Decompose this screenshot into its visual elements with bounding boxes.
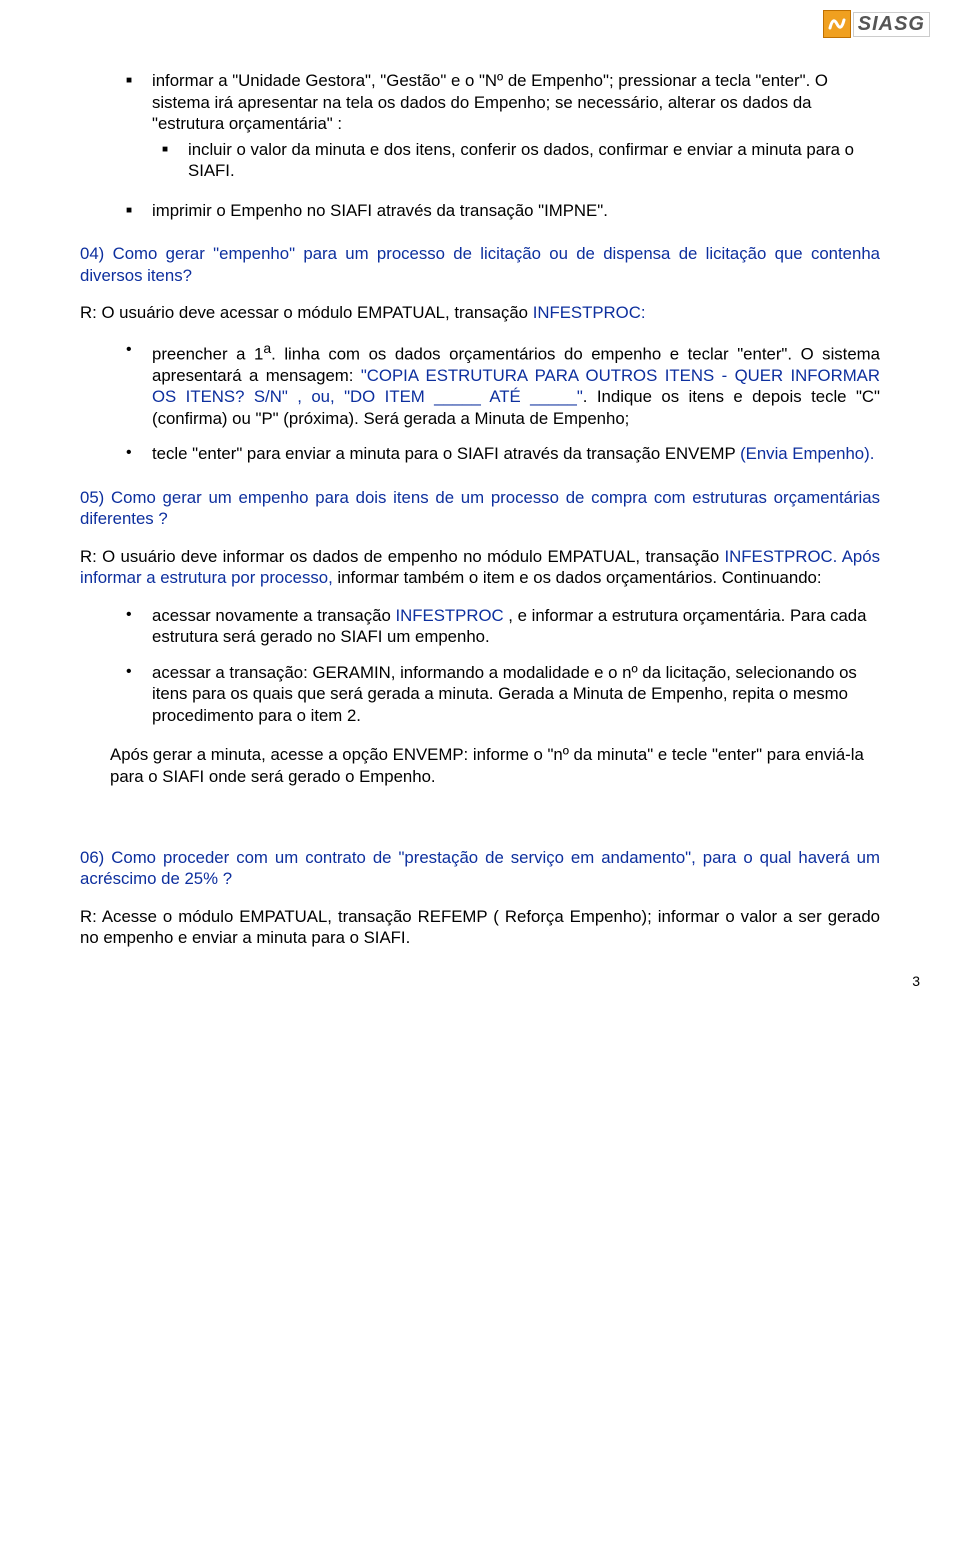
list-item: acessar novamente a transação INFESTPROC… — [152, 605, 880, 648]
text: R: O usuário deve informar os dados de e… — [80, 547, 725, 566]
siasg-logo: SIASG — [823, 10, 930, 38]
text: tecle "enter" para enviar a minuta para … — [152, 444, 740, 463]
answer-05: R: O usuário deve informar os dados de e… — [80, 546, 880, 589]
answer-05-tail: Após gerar a minuta, acesse a opção ENVE… — [110, 744, 880, 787]
text: incluir o valor da minuta e dos itens, c… — [188, 140, 854, 181]
logo-text: SIASG — [853, 12, 930, 37]
text: acessar a transação: GERAMIN, informando… — [152, 663, 857, 725]
list-item: imprimir o Empenho no SIAFI através da t… — [152, 200, 880, 222]
text: R: O usuário deve acessar o módulo EMPAT… — [80, 303, 533, 322]
question-06: 06) Como proceder com um contrato de "pr… — [80, 847, 880, 890]
text: informar a "Unidade Gestora", "Gestão" e… — [152, 71, 828, 133]
text: informar também o item e os dados orçame… — [333, 568, 822, 587]
text: acessar novamente a transação — [152, 606, 395, 625]
list-item: preencher a 1a. linha com os dados orçam… — [152, 340, 880, 430]
answer-06: R: Acesse o módulo EMPATUAL, transação R… — [80, 906, 880, 949]
superscript: a — [263, 340, 271, 356]
answer-05-list: acessar novamente a transação INFESTPROC… — [80, 605, 880, 727]
list-item: tecle "enter" para enviar a minuta para … — [152, 443, 880, 465]
list-item: informar a "Unidade Gestora", "Gestão" e… — [152, 70, 880, 182]
logo-mark-icon — [823, 10, 851, 38]
answer-04: R: O usuário deve acessar o módulo EMPAT… — [80, 302, 880, 324]
question-05: 05) Como gerar um empenho para dois iten… — [80, 487, 880, 530]
text: imprimir o Empenho no SIAFI através da t… — [152, 201, 608, 220]
link-text: INFESTPROC: — [533, 303, 646, 322]
page-number: 3 — [912, 973, 920, 989]
answer-04-list: preencher a 1a. linha com os dados orçam… — [80, 340, 880, 465]
list-item: incluir o valor da minuta e dos itens, c… — [188, 139, 880, 182]
link-text: INFESTPROC — [395, 606, 508, 625]
section-1-list: informar a "Unidade Gestora", "Gestão" e… — [80, 70, 880, 221]
list-item: acessar a transação: GERAMIN, informando… — [152, 662, 880, 727]
text: preencher a 1 — [152, 344, 263, 363]
question-04: 04) Como gerar "empenho" para um process… — [80, 243, 880, 286]
link-text: (Envia Empenho). — [740, 444, 874, 463]
